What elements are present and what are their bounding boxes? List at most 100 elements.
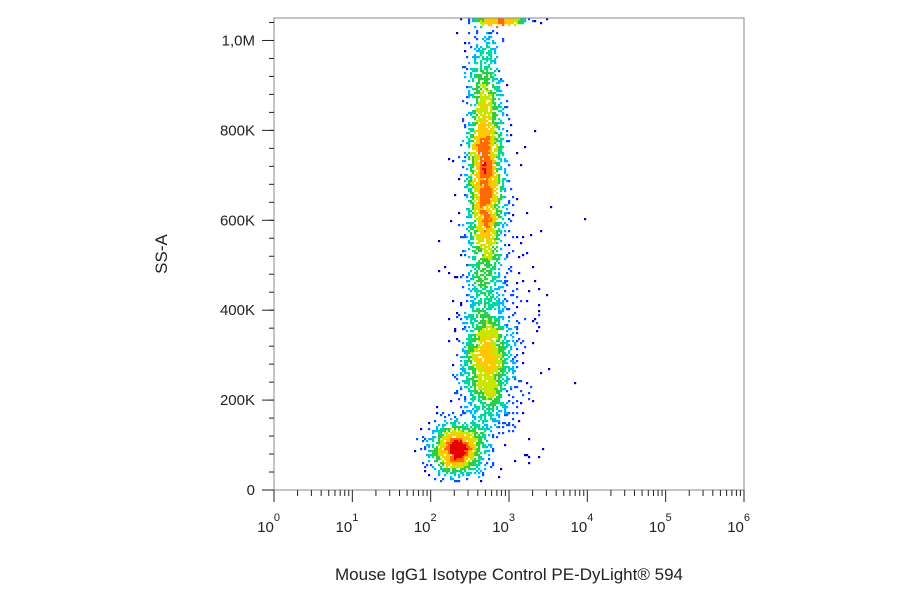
event-dot [470, 410, 473, 413]
event-dot [440, 434, 443, 437]
event-dot [488, 348, 491, 351]
event-dot [498, 254, 501, 257]
event-dot [490, 122, 493, 125]
event-dot [438, 456, 441, 459]
event-dot [456, 458, 459, 461]
event-dot [500, 382, 503, 385]
event-dot [492, 94, 495, 97]
event-dot [486, 190, 489, 193]
event-dot [484, 428, 487, 431]
event-dot [476, 86, 479, 89]
event-dot [468, 180, 471, 183]
event-dot [494, 284, 497, 287]
event-dot [444, 428, 447, 431]
event-dot [518, 20, 521, 23]
event-dot [468, 446, 471, 449]
event-dot [474, 132, 477, 135]
event-dot [480, 172, 483, 175]
event-dot [470, 130, 473, 133]
event-dot [480, 360, 483, 363]
event-dot [488, 182, 491, 185]
event-dot [486, 72, 489, 75]
event-dot [472, 258, 475, 261]
event-dot [456, 460, 459, 463]
event-dot [510, 270, 513, 273]
event-dot [476, 390, 479, 393]
event-dot [522, 280, 525, 283]
event-dot [488, 54, 491, 57]
event-dot [482, 284, 485, 287]
event-dot [488, 374, 491, 377]
event-dot [492, 106, 495, 109]
event-dot [486, 234, 489, 237]
event-dot [472, 408, 475, 411]
event-dot [480, 292, 483, 295]
event-dot [492, 228, 495, 231]
event-dot [486, 322, 489, 325]
event-dot [494, 424, 497, 427]
event-dot [502, 146, 505, 149]
event-dot [478, 188, 481, 191]
event-dot [494, 136, 497, 139]
event-dot [484, 192, 487, 195]
event-dot [444, 452, 447, 455]
event-dot [456, 456, 459, 459]
event-dot [468, 214, 471, 217]
event-dot [492, 370, 495, 373]
event-dot [488, 194, 491, 197]
event-dot [504, 412, 507, 415]
event-dot [446, 458, 449, 461]
event-dot [466, 96, 469, 99]
event-dot [464, 464, 467, 467]
event-dot [492, 130, 495, 133]
event-dot [488, 304, 491, 307]
event-dot [492, 160, 495, 163]
event-dot [480, 340, 483, 343]
event-dot [470, 454, 473, 457]
event-dot [440, 454, 443, 457]
event-dot [490, 204, 493, 207]
event-dot [482, 98, 485, 101]
event-dot [466, 444, 469, 447]
event-dot [476, 310, 479, 313]
event-dot [574, 382, 577, 385]
event-dot [496, 362, 499, 365]
event-dot [492, 190, 495, 193]
event-dot [478, 202, 481, 205]
event-dot [480, 388, 483, 391]
event-dot [462, 328, 465, 331]
event-dot [496, 352, 499, 355]
event-dot [486, 228, 489, 231]
event-dot [488, 42, 491, 45]
event-dot [496, 384, 499, 387]
event-dot [484, 288, 487, 291]
event-dot [484, 344, 487, 347]
event-dot [488, 350, 491, 353]
event-dot [476, 292, 479, 295]
event-dot [500, 102, 503, 105]
event-dot [442, 430, 445, 433]
event-dot [512, 362, 515, 365]
event-dot [458, 464, 461, 467]
event-dot [466, 376, 469, 379]
event-dot [482, 104, 485, 107]
event-dot [516, 306, 519, 309]
event-dot [488, 396, 491, 399]
event-dot [506, 254, 509, 257]
event-dot [478, 294, 481, 297]
event-dot [486, 144, 489, 147]
event-dot [486, 120, 489, 123]
event-dot [520, 22, 523, 25]
event-dot [474, 460, 477, 463]
event-dot [498, 176, 501, 179]
event-dot [482, 324, 485, 327]
event-dot [464, 470, 467, 473]
event-dot [494, 240, 497, 243]
event-dot [480, 270, 483, 273]
event-dot [470, 238, 473, 241]
event-dot [496, 304, 499, 307]
event-dot [468, 112, 471, 115]
event-dot [496, 114, 499, 117]
event-dot [512, 290, 515, 293]
event-dot [450, 438, 453, 441]
